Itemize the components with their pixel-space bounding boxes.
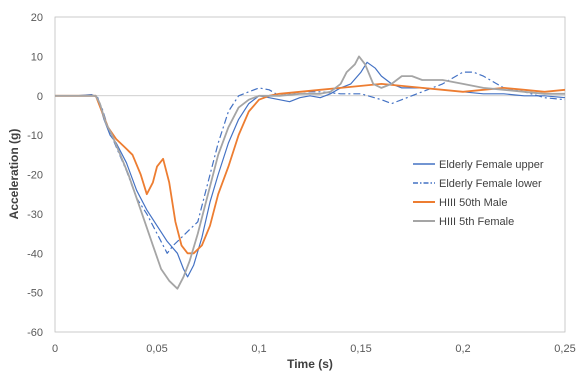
x-tick-label: 0,1 xyxy=(251,343,266,355)
legend: Elderly Female upper Elderly Female lower… xyxy=(413,159,544,228)
legend-label-2: Elderly Female lower xyxy=(439,178,542,190)
plot-frame xyxy=(54,16,566,333)
x-tick-label: 0,15 xyxy=(350,343,371,355)
y-tick-label: -30 xyxy=(27,209,43,221)
y-axis-title: Acceleration (g) xyxy=(7,129,21,220)
x-tick-label: 0,25 xyxy=(554,343,575,355)
y-tick-labels: 20 10 0 -10 -20 -30 -40 -50 -60 xyxy=(27,12,43,339)
x-tick-labels: 0 0,05 0,1 0,15 0,2 0,25 xyxy=(52,343,576,355)
legend-label-1: Elderly Female upper xyxy=(439,159,544,171)
x-axis-title: Time (s) xyxy=(287,357,333,371)
y-tick-label: -60 xyxy=(27,327,43,339)
legend-label-3: HIII 50th Male xyxy=(439,197,507,209)
series-lines xyxy=(55,55,566,290)
x-tick-label: 0,2 xyxy=(455,343,470,355)
y-tick-label: -20 xyxy=(27,170,43,182)
y-tick-label: 20 xyxy=(31,12,43,24)
series-line-3 xyxy=(55,83,566,255)
y-tick-label: -50 xyxy=(27,288,43,300)
y-tick-label: -40 xyxy=(27,248,43,260)
x-tick-label: 0,05 xyxy=(146,343,167,355)
legend-label-4: HIII 5th Female xyxy=(439,216,514,228)
y-tick-label: 0 xyxy=(37,91,43,103)
series-line-1 xyxy=(55,61,566,278)
series-line-4 xyxy=(55,55,565,290)
y-tick-label: 10 xyxy=(31,51,43,63)
x-tick-label: 0 xyxy=(52,343,58,355)
y-tick-label: -10 xyxy=(27,130,43,142)
